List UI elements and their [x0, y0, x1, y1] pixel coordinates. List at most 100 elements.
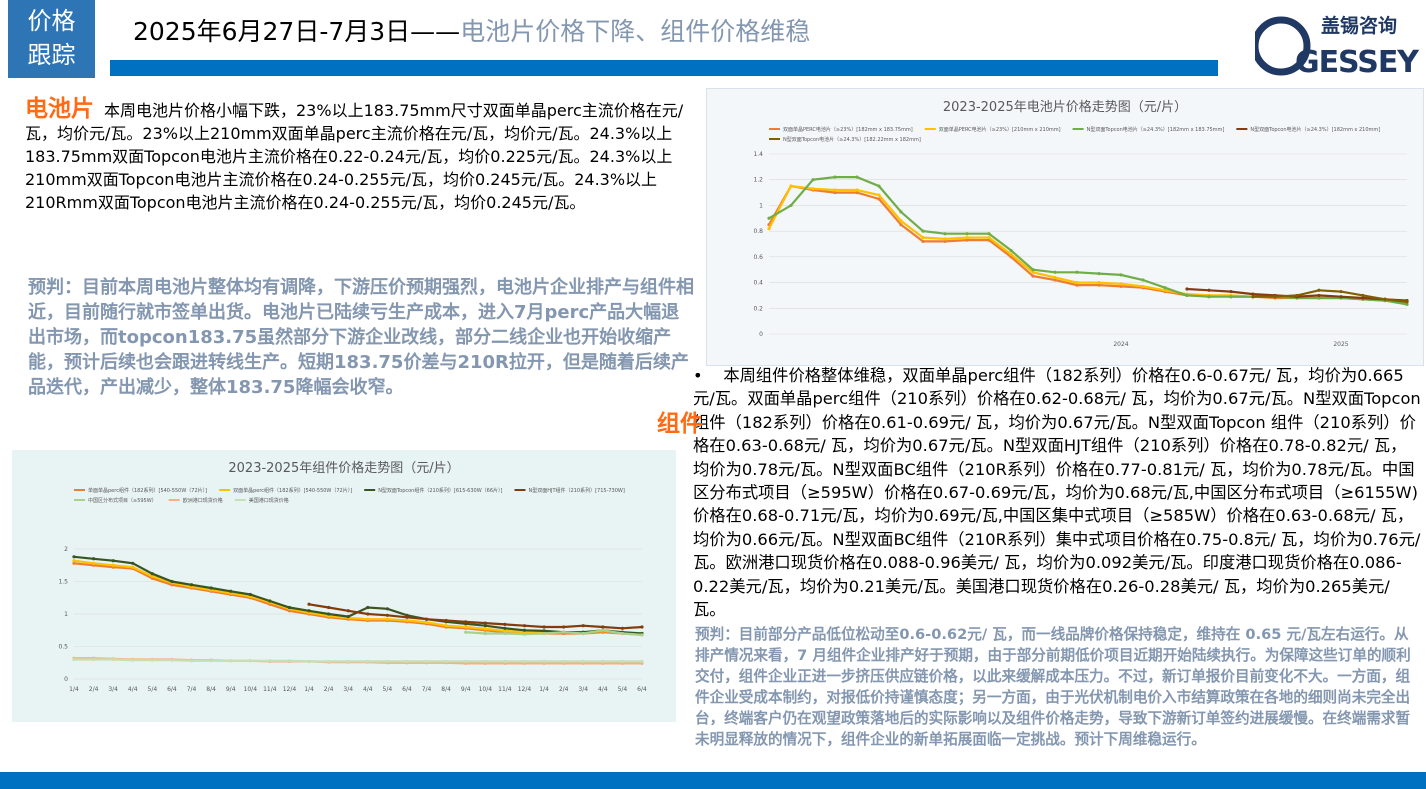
data-point	[464, 620, 468, 624]
data-point	[640, 633, 644, 637]
data-point	[811, 187, 815, 191]
legend-label: 双面单晶PERC电池片（≥23%）[182mm x 183.75mm]	[783, 126, 913, 133]
data-point	[1009, 252, 1013, 256]
data-point	[581, 624, 585, 628]
data-point	[877, 193, 881, 197]
logo-en: GESSEY	[1295, 45, 1420, 76]
title-subject: 电池片价格下降、组件价格维稳	[460, 17, 811, 46]
legend-label: N型双面Topcon组件（210系列）[615-630W（66片）]	[378, 487, 502, 494]
data-point	[483, 627, 487, 631]
data-point	[170, 658, 174, 662]
data-point	[385, 607, 389, 611]
data-point	[385, 617, 389, 621]
data-point	[72, 657, 76, 662]
data-point	[899, 223, 903, 227]
data-point	[1339, 295, 1343, 299]
data-point	[405, 615, 409, 619]
logo-ring	[1255, 16, 1311, 76]
logo: 盖锡咨询 GESSEY	[1255, 14, 1420, 76]
data-point	[150, 658, 154, 662]
data-point	[921, 229, 925, 233]
data-point	[965, 238, 969, 242]
data-point	[1031, 268, 1035, 272]
data-point	[483, 621, 487, 625]
data-point	[877, 197, 881, 201]
data-point	[542, 631, 546, 636]
data-point	[287, 605, 292, 610]
data-point	[987, 232, 991, 236]
data-point	[943, 237, 947, 241]
data-point	[307, 609, 311, 613]
data-point	[1229, 289, 1233, 294]
data-point	[1251, 295, 1255, 299]
data-point	[1097, 271, 1101, 276]
chart-title: 2023-2025年电池片价格走势图（元/片）	[943, 99, 1187, 115]
data-point	[209, 659, 213, 663]
data-point	[921, 235, 925, 240]
logo-cn: 盖锡咨询	[1321, 14, 1397, 37]
data-point	[1031, 274, 1035, 278]
data-point	[72, 555, 76, 559]
data-point	[405, 618, 409, 623]
data-point	[833, 190, 837, 195]
data-point	[1075, 280, 1079, 285]
data-point	[965, 235, 969, 240]
data-point	[424, 617, 429, 621]
y-tick-label: 0.8	[753, 228, 763, 235]
legend-label: N型双面Topcon电池片（≥24.3%）[182mm x 210mm]	[1250, 126, 1380, 133]
data-point	[1361, 296, 1365, 300]
y-tick-label: 0.2	[753, 305, 763, 312]
data-point	[640, 659, 644, 664]
forecast: 预判：目前部分产品低位松动至0.6-0.62元/ 瓦，而一线品牌价格保持稳定，维…	[695, 626, 1411, 748]
section-tag: 价格 跟踪	[8, 0, 95, 78]
series-line	[768, 184, 1408, 302]
data-point	[789, 203, 793, 208]
y-tick-label: 1	[64, 611, 68, 618]
data-point	[464, 625, 468, 629]
tag-line: 价格	[27, 7, 76, 35]
data-point	[1317, 288, 1321, 292]
data-point	[72, 559, 76, 563]
data-point	[1361, 293, 1365, 298]
data-point	[1163, 286, 1167, 290]
data-point	[1207, 288, 1211, 292]
data-point	[287, 659, 292, 663]
paragraph-body: 本周组件价格整体维稳，双面单晶perc组件（182系列）价格在0.6-0.67元…	[693, 366, 1421, 620]
x-tick-label: 3/4	[108, 686, 118, 693]
data-point	[1229, 295, 1233, 299]
data-point	[1317, 293, 1321, 298]
data-point	[1141, 284, 1145, 289]
data-point	[833, 188, 837, 192]
data-point	[405, 659, 409, 664]
data-point	[1053, 278, 1057, 282]
series-line	[768, 176, 1408, 306]
data-point	[503, 631, 507, 636]
data-point	[1119, 284, 1123, 289]
x-tick-label: 7/4	[187, 686, 197, 693]
data-point	[327, 612, 331, 616]
x-tick-label: 4/4	[598, 686, 608, 693]
data-point	[877, 184, 881, 188]
data-point	[620, 631, 625, 636]
data-point	[601, 625, 605, 629]
series-line	[73, 562, 643, 636]
footer-bar	[0, 772, 1426, 789]
legend-label: N型双面Topcon电池片（≥24.3%）[182.22mm x 182mm]	[783, 136, 921, 143]
data-point	[248, 592, 252, 597]
data-point	[91, 557, 96, 561]
bullet: •	[693, 366, 703, 385]
data-point	[111, 657, 115, 662]
data-point	[1339, 289, 1343, 294]
data-point	[1097, 280, 1101, 285]
data-point	[640, 625, 644, 629]
data-point	[789, 184, 793, 188]
data-point	[620, 626, 625, 630]
cell-chart: 2023-2025年电池片价格走势图（元/片） 双面单晶PERC电池片（≥23%）…	[706, 88, 1424, 366]
x-tick-label: 2/4	[324, 686, 334, 693]
section-heading: 组件	[657, 411, 703, 437]
series-line	[73, 555, 643, 635]
data-point	[522, 624, 527, 628]
data-point	[444, 618, 448, 623]
x-tick-label: 7/4	[422, 686, 432, 693]
data-point	[987, 235, 991, 240]
